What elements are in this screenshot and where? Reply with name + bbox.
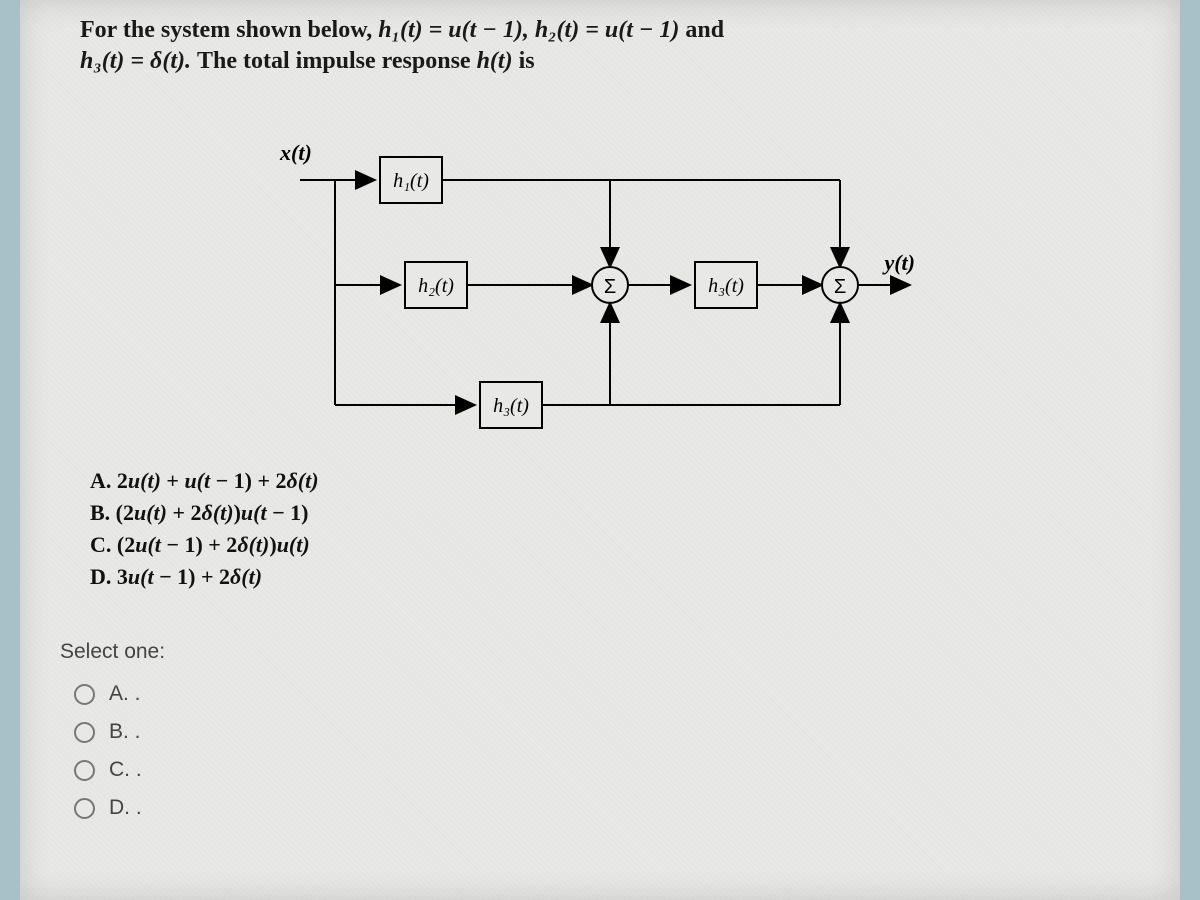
radio-icon — [74, 798, 95, 819]
x-label: x(t) — [280, 140, 312, 166]
select-one-block: Select one: A. . B. . C. . D. . — [60, 640, 165, 834]
paper-sheet: For the system shown below, h₁(t) = u(t … — [20, 0, 1180, 900]
answer-choices: A. 2u(t) + u(t − 1) + 2δ(t) B. (2u(t) + … — [90, 465, 319, 593]
h2-block-label: h₂(t) — [418, 275, 454, 297]
radio-icon — [74, 722, 95, 743]
y-label: y(t) — [884, 250, 915, 276]
option-d[interactable]: D. . — [74, 796, 165, 820]
option-c[interactable]: C. . — [74, 758, 165, 782]
sum1-label: Σ — [604, 276, 616, 298]
q-l2pre: h₃(t) = δ(t). — [80, 48, 191, 74]
option-c-label: C. . — [109, 758, 142, 782]
block-diagram: x(t) y(t) h₁(t) h₂(t) — [280, 135, 920, 445]
radio-icon — [74, 684, 95, 705]
q-l2post: The total impulse response — [191, 48, 477, 74]
h1-block-label: h₁(t) — [393, 170, 429, 192]
q-l2end: is — [513, 48, 535, 74]
q-pre: For the system shown below, — [80, 17, 378, 43]
h3r-block-label: h₃(t) — [708, 275, 744, 297]
option-a-label: A. . — [109, 682, 141, 706]
sum2-label: Σ — [834, 276, 846, 298]
q-post: and — [679, 17, 724, 43]
q-hft: h(t) — [477, 48, 513, 74]
option-b-label: B. . — [109, 720, 141, 744]
option-d-label: D. . — [109, 796, 142, 820]
option-b[interactable]: B. . — [74, 720, 165, 744]
q-h1: h₁(t) = u(t − 1), h₂(t) = u(t − 1) — [378, 17, 679, 43]
diagram-svg: h₁(t) h₂(t) Σ h₃(t) — [280, 135, 920, 445]
radio-icon — [74, 760, 95, 781]
question-text: For the system shown below, h₁(t) = u(t … — [80, 15, 980, 77]
option-a[interactable]: A. . — [74, 682, 165, 706]
select-label: Select one: — [60, 640, 165, 664]
h3l-block-label: h₃(t) — [493, 395, 529, 417]
